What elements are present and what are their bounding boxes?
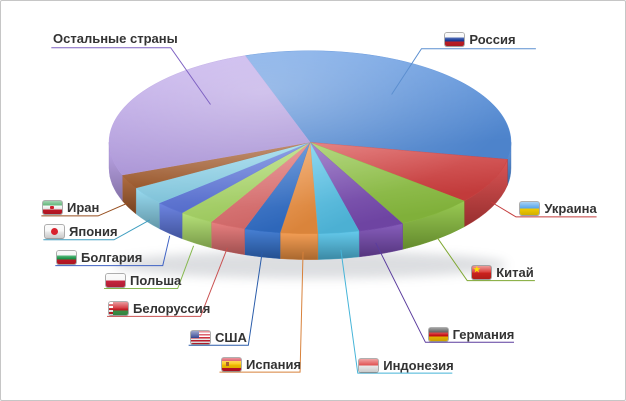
pie-label-text: Белоруссия — [133, 300, 211, 316]
leader-line-spain — [219, 251, 304, 373]
leader-line-poland — [104, 245, 195, 290]
pie-label-germany: Германия — [427, 325, 516, 343]
pie-label-text: Индонезия — [383, 357, 454, 373]
leader-line-indonesia — [340, 249, 453, 374]
pie-label-indonesia: Индонезия — [359, 356, 454, 374]
leader-line-others — [51, 47, 211, 105]
flag-indonesia-icon — [359, 358, 379, 372]
flag-bulgaria-icon — [57, 250, 76, 264]
pie-label-usa: США — [189, 328, 251, 346]
leader-line-china — [436, 237, 535, 282]
pie-slice-wall-spain[interactable] — [279, 232, 319, 260]
pie-label-text: США — [215, 329, 247, 345]
leader-line-japan — [43, 219, 151, 241]
pie-label-others: Остальные страны — [51, 29, 178, 47]
pie-label-text: Иран — [67, 199, 100, 215]
leader-line-ukraine — [490, 201, 597, 218]
flag-japan-icon — [45, 224, 64, 238]
pie-label-iran: Иран — [41, 198, 100, 216]
leader-line-bulgaria — [55, 235, 171, 267]
pie-label-japan: Япония — [43, 222, 118, 240]
flag-ukraine-icon — [520, 201, 540, 215]
pie-label-spain: Испания — [220, 355, 303, 373]
flag-russia-icon — [445, 32, 465, 46]
pie-label-text: Япония — [69, 223, 118, 239]
pie-label-bulgaria: Болгария — [55, 248, 165, 266]
pie-label-text: Россия — [469, 31, 516, 47]
pie-label-text: Болгария — [81, 249, 143, 265]
pie-label-text: Украина — [544, 200, 597, 216]
pie-label-russia: Россия — [423, 30, 538, 48]
pie-label-text: Китай — [496, 264, 534, 280]
pie-label-china: Китай — [469, 263, 537, 281]
leader-line-usa — [188, 251, 263, 346]
pie-label-belarus: Белоруссия — [107, 299, 210, 317]
leader-line-belarus — [107, 247, 228, 317]
pie-label-text: Германия — [452, 326, 515, 342]
pie-label-text: Польша — [130, 272, 182, 288]
pie-label-text: Испания — [246, 356, 302, 372]
pie-label-poland: Польша — [104, 271, 182, 289]
pie-slice-wall-indonesia[interactable] — [317, 230, 360, 260]
leader-line-germany — [375, 242, 514, 343]
flag-belarus-icon — [109, 301, 128, 315]
pie-label-text: Остальные страны — [53, 30, 178, 46]
flag-usa-icon — [191, 330, 210, 344]
leader-line-russia — [391, 48, 536, 95]
flag-spain-icon — [222, 357, 241, 371]
flag-iran-icon — [43, 200, 62, 214]
flag-germany-icon — [428, 327, 448, 341]
pie-shadow — [113, 250, 508, 279]
flag-china-icon — [472, 265, 492, 279]
leader-line-iran — [41, 202, 129, 217]
flag-poland-icon — [106, 273, 125, 287]
pie-label-ukraine: Украина — [518, 199, 599, 217]
